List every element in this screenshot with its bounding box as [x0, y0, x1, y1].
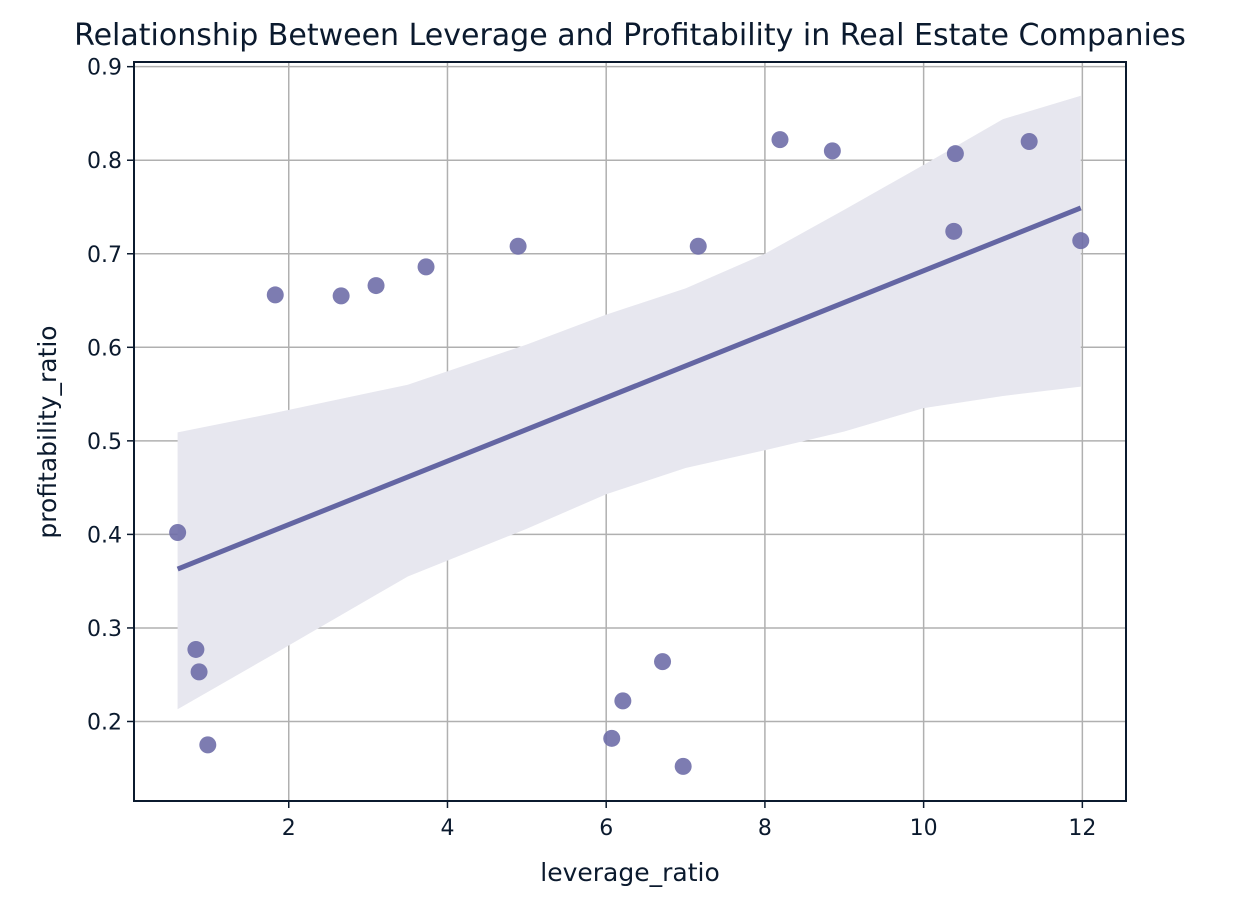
data-point	[1020, 133, 1038, 151]
data-point	[654, 653, 672, 671]
chart-title: Relationship Between Leverage and Profit…	[74, 18, 1186, 53]
x-tick-label: 6	[599, 816, 613, 841]
data-point	[614, 692, 632, 710]
confidence-band	[177, 95, 1081, 710]
data-point	[367, 277, 385, 295]
y-tick-label: 0.7	[87, 243, 122, 268]
data-point	[771, 131, 789, 149]
data-point	[509, 237, 527, 255]
data-point	[674, 757, 692, 775]
y-tick-label: 0.8	[87, 149, 122, 174]
y-tick-label: 0.5	[87, 430, 122, 455]
x-tick-label: 4	[440, 816, 454, 841]
data-point	[169, 524, 187, 542]
axes-frame	[133, 61, 1127, 802]
x-tick-label: 2	[282, 816, 296, 841]
data-point	[603, 729, 621, 747]
y-tick-label: 0.9	[87, 56, 122, 81]
y-tick-label: 0.4	[87, 523, 122, 548]
data-point	[190, 663, 208, 681]
x-tick-label: 8	[758, 816, 772, 841]
data-point	[199, 736, 217, 754]
y-tick-label: 0.6	[87, 336, 122, 361]
data-point	[946, 145, 964, 163]
data-point	[689, 237, 707, 255]
data-point	[417, 258, 435, 276]
x-tick-label: 10	[910, 816, 938, 841]
regression-line	[176, 205, 1082, 572]
plot-area: 2 4 6 8 10 12 0.2 0.3 0.4 0.5 0.6 0.7 0.8 0.9	[87, 56, 1127, 841]
y-tick-label: 0.2	[87, 710, 122, 735]
data-point	[332, 287, 350, 305]
y-tick-label: 0.3	[87, 617, 122, 642]
x-tick-label: 12	[1068, 816, 1096, 841]
x-axis-label: leverage_ratio	[540, 858, 720, 887]
data-point	[187, 640, 205, 658]
data-point	[1072, 232, 1090, 250]
data-point	[823, 142, 841, 160]
y-axis-label: profitability_ratio	[33, 325, 62, 538]
data-point	[945, 222, 963, 240]
data-point	[266, 286, 284, 304]
